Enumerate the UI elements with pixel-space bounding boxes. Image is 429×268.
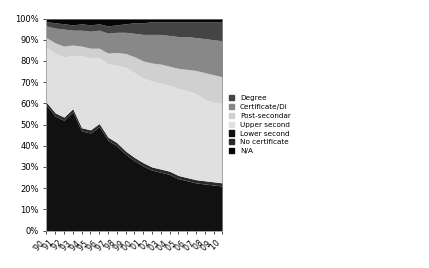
Legend: Degree, Certificate/Di, Post-secondar, Upper second, Lower second, No certificat: Degree, Certificate/Di, Post-secondar, U… (228, 93, 292, 156)
